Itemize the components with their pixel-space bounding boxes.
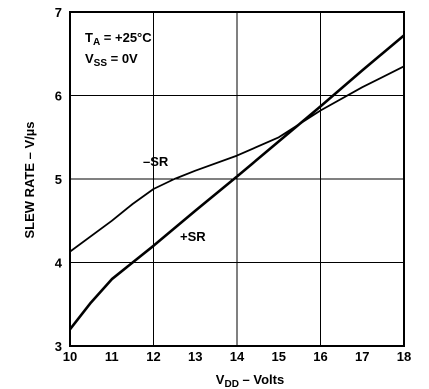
x-axis-label: VDD – Volts — [216, 372, 284, 389]
y-axis-label: SLEW RATE – V/µs — [22, 121, 37, 238]
tick-labels: 10 11 12 13 14 15 16 17 18 3 4 5 6 7 — [55, 5, 411, 364]
annotation-vss-rest: = 0V — [107, 51, 138, 66]
series-lines — [68, 34, 405, 331]
annotation-temperature-rest: = +25°C — [100, 30, 152, 45]
annotation-vss: VSS = 0V — [85, 51, 138, 69]
plot-frame — [69, 11, 405, 347]
y-tick-label: 4 — [55, 256, 63, 271]
series-label-positive-sr: +SR — [180, 229, 206, 244]
x-tick-label: 12 — [146, 349, 160, 364]
grid-lines — [70, 12, 404, 346]
x-tick-label: 11 — [105, 349, 119, 364]
x-axis-label-main: V — [216, 372, 225, 387]
x-tick-label: 16 — [313, 349, 327, 364]
y-tick-label: 7 — [55, 5, 62, 20]
series-label-negative-sr: –SR — [143, 154, 169, 169]
x-axis-label-sub: DD — [224, 379, 238, 389]
annotation-vss-main: V — [85, 51, 94, 66]
x-tick-label: 14 — [230, 349, 245, 364]
x-tick-label: 10 — [63, 349, 77, 364]
x-tick-label: 17 — [355, 349, 369, 364]
series-line-positive-sr — [68, 34, 405, 331]
y-tick-label: 3 — [55, 339, 62, 354]
annotation-vss-sub: SS — [94, 58, 108, 69]
annotation-temperature-sub: A — [93, 37, 100, 48]
x-tick-label: 13 — [188, 349, 202, 364]
y-tick-label: 5 — [55, 172, 62, 187]
x-tick-label: 15 — [272, 349, 286, 364]
annotation-temperature-main: T — [85, 30, 93, 45]
series-line-negative-sr — [69, 65, 405, 253]
x-tick-label: 18 — [397, 349, 411, 364]
annotation-temperature: TA = +25°C — [85, 30, 152, 48]
x-axis-label-rest: – Volts — [239, 372, 284, 387]
y-tick-label: 6 — [55, 89, 62, 104]
